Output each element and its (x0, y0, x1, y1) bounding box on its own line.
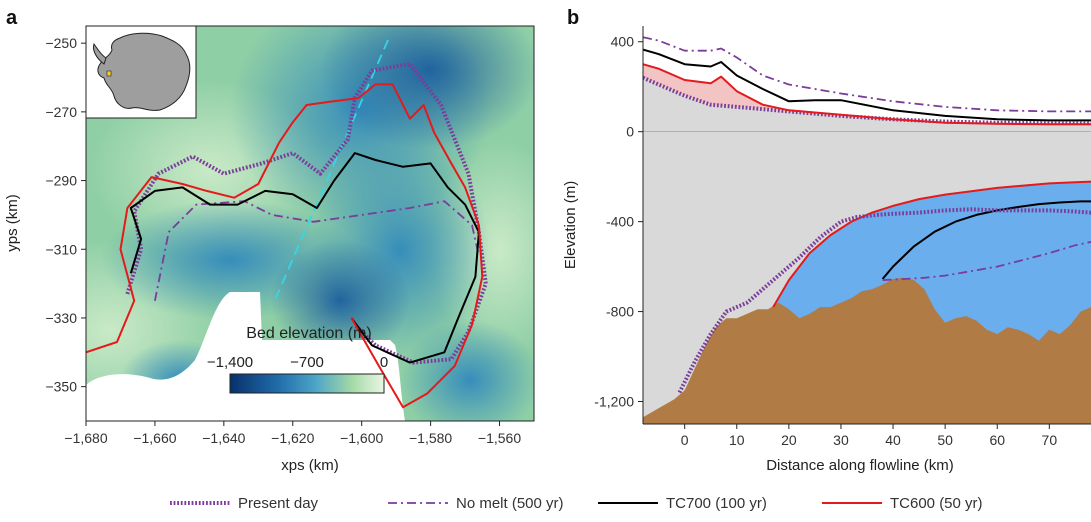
legend-label-nomelt: No melt (500 yr) (456, 495, 564, 512)
legend-label-tc700: TC700 (100 yr) (666, 495, 767, 512)
panel-a-ytick-label: −290 (45, 173, 77, 189)
panel-a-ytick-label: −270 (45, 104, 77, 120)
panel-b-ylabel: Elevation (m) (562, 181, 579, 269)
panel-b-letter: b (567, 7, 579, 29)
grounding-line-present (125, 61, 488, 365)
grounding-line-tc700 (129, 152, 480, 364)
panel-a-ytick-label: −310 (45, 241, 77, 257)
ice-base-tc600 (772, 180, 1091, 308)
panel-a-frame (85, 25, 535, 422)
grounding-line-nomelt (154, 200, 480, 301)
surface-tc700 (643, 48, 1091, 122)
panel-a-xtick-label: −1,660 (133, 430, 176, 446)
panel-b-xtick-label: 60 (989, 432, 1005, 448)
panel-b-ytick-label: 0 (626, 124, 634, 140)
panel-b-xtick-label: 0 (681, 432, 689, 448)
panel-a: a Bed elevation (m) (4, 7, 535, 474)
ice-base-tc700 (881, 200, 1091, 280)
ice-base-present (677, 207, 1091, 394)
bed-elevation-map (86, 26, 534, 421)
panel-a-ylabel: yps (km) (4, 194, 21, 252)
panel-b-ytick-label: -400 (606, 214, 634, 230)
panel-a-xlabel: xps (km) (281, 457, 339, 474)
colorbar-tick-max: 0 (380, 354, 388, 371)
colorbar-ramp (229, 373, 385, 394)
panel-a-xtick-label: −1,680 (64, 430, 107, 446)
panel-b-xlabel: Distance along flowline (km) (766, 457, 954, 474)
panel-a-xtick-label: −1,600 (340, 430, 383, 446)
colorbar-tick-min: −1,400 (207, 354, 253, 371)
panel-a-xtick-label: −1,620 (271, 430, 314, 446)
legend: Present day No melt (500 yr) TC700 (100 yr… (170, 495, 983, 512)
panel-a-letter: a (6, 7, 18, 29)
bedrock (643, 277, 1091, 424)
colorbar-label: Bed elevation (m) (246, 325, 371, 342)
ice-base-nomelt (882, 241, 1091, 281)
panel-a-xtick-label: −1,560 (478, 430, 521, 446)
surface-tc600 (643, 63, 1091, 126)
panel-b-ytick-label: 400 (611, 34, 635, 50)
panel-b-xtick-label: 30 (833, 432, 849, 448)
surface-present (643, 75, 1091, 126)
panel-a-ytick-label: −330 (45, 310, 77, 326)
thinning-region (643, 64, 1091, 125)
panel-a-xtick-label: −1,640 (202, 430, 245, 446)
legend-label-present: Present day (238, 495, 319, 512)
panel-a-xtick-label: −1,580 (409, 430, 452, 446)
panel-a-ytick-label: −350 (45, 379, 77, 395)
legend-label-tc600: TC600 (50 yr) (890, 495, 983, 512)
grounding-line-tc600 (86, 83, 484, 409)
panel-b-xtick-label: 10 (729, 432, 745, 448)
colorbar: Bed elevation (m) −1,400 −700 0 (207, 325, 388, 394)
study-area-marker (106, 70, 112, 77)
panel-b-ytick-label: -1,200 (594, 394, 634, 410)
panel-b-xtick-label: 20 (781, 432, 797, 448)
panel-b-ytick-label: -800 (606, 304, 634, 320)
panel-b: b 0 10 20 30 40 50 60 70 400 0 -400 -800 -1,200 Dist… (562, 7, 1091, 474)
antarctica-inset (85, 25, 197, 119)
panel-b-xtick-label: 70 (1042, 432, 1058, 448)
panel-b-xtick-label: 50 (937, 432, 953, 448)
panel-a-ytick-label: −250 (45, 35, 77, 51)
colorbar-tick-mid: −700 (290, 354, 324, 371)
panel-b-xtick-label: 40 (885, 432, 901, 448)
